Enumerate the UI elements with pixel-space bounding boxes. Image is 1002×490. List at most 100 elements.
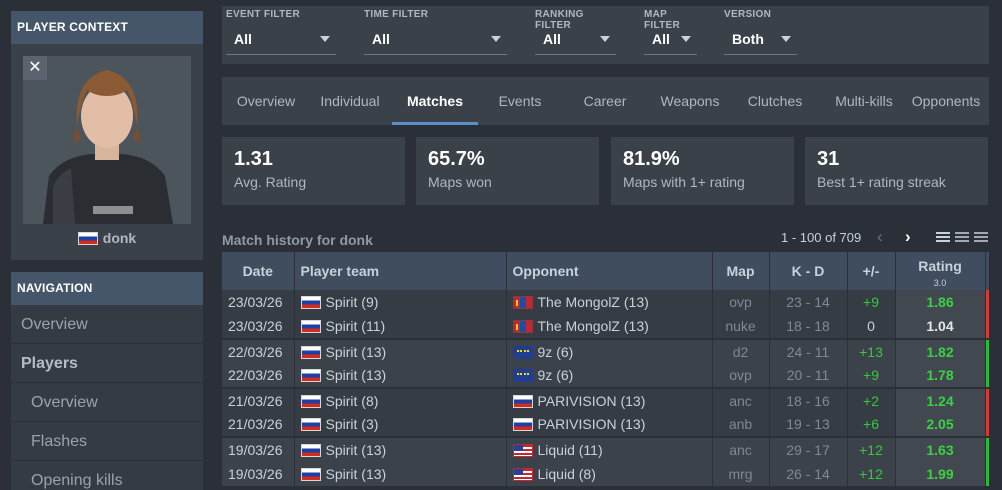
chevron-left-icon[interactable]: ‹ xyxy=(877,227,883,246)
navigation-panel: NAVIGATION Overview Players Overview Fla… xyxy=(11,272,203,490)
opponent-name[interactable]: Liquid xyxy=(537,441,575,458)
match-date[interactable]: 23/03/26 xyxy=(222,290,295,315)
match-date[interactable]: 19/03/26 xyxy=(222,436,295,462)
table-row[interactable]: 23/03/26 Spirit (11) The MongolZ (13) nuke 1… xyxy=(222,314,989,339)
column-header-plus-minus[interactable]: +/- xyxy=(847,252,896,290)
team-name[interactable]: Spirit xyxy=(325,367,358,384)
time-filter-select[interactable]: All xyxy=(364,27,507,55)
opponent-cell[interactable]: 9z (6) xyxy=(506,363,713,388)
tab-clutches[interactable]: Clutches xyxy=(747,93,803,109)
opponent-cell[interactable]: PARIVISION (13) xyxy=(506,387,713,413)
plus-minus: +12 xyxy=(847,436,896,462)
close-icon[interactable]: ✕ xyxy=(23,56,47,80)
team-name[interactable]: Spirit xyxy=(325,441,358,458)
opponent-name[interactable]: PARIVISION xyxy=(537,416,617,433)
match-date[interactable]: 19/03/26 xyxy=(222,461,295,486)
chevron-right-icon[interactable]: › xyxy=(905,227,911,246)
opponent-cell[interactable]: Liquid (11) xyxy=(506,436,713,462)
player-team-cell[interactable]: Spirit (13) xyxy=(294,436,507,462)
version-filter-value: Both xyxy=(732,31,764,47)
team-name[interactable]: Spirit xyxy=(325,416,358,433)
tab-career[interactable]: Career xyxy=(583,93,627,109)
player-team-cell[interactable]: Spirit (3) xyxy=(294,412,507,437)
version-filter-select[interactable]: Both xyxy=(724,27,797,55)
map-filter-select[interactable]: All xyxy=(644,27,697,55)
match-date[interactable]: 23/03/26 xyxy=(222,314,295,339)
stat-label: Maps with 1+ rating xyxy=(623,174,745,190)
tab-overview[interactable]: Overview xyxy=(236,93,296,109)
team-name[interactable]: Spirit xyxy=(325,343,358,360)
tab-events[interactable]: Events xyxy=(498,93,542,109)
map-name[interactable]: anc xyxy=(712,387,770,413)
map-name[interactable]: d2 xyxy=(712,338,770,364)
kills-deaths: 29 - 17 xyxy=(769,436,848,462)
team-score: (13) xyxy=(361,367,387,384)
opponent-name[interactable]: The MongolZ xyxy=(537,294,620,311)
player-team-cell[interactable]: Spirit (13) xyxy=(294,338,507,364)
stat-value: 81.9% xyxy=(623,148,680,170)
list-view-icon[interactable] xyxy=(936,232,950,244)
table-row[interactable]: 21/03/26 Spirit (3) PARIVISION (13) anb 19 -… xyxy=(222,412,989,437)
match-date[interactable]: 22/03/26 xyxy=(222,338,295,364)
nav-item-flashes[interactable]: Flashes xyxy=(11,422,203,461)
opponent-cell[interactable]: Liquid (8) xyxy=(506,461,713,486)
team-name[interactable]: Spirit xyxy=(325,392,358,409)
team-name[interactable]: Spirit xyxy=(325,465,358,482)
map-filter-label: MAP FILTER xyxy=(644,9,681,31)
map-name[interactable]: anc xyxy=(712,436,770,462)
compact-view-icon[interactable] xyxy=(955,232,969,244)
opponent-cell[interactable]: 9z (6) xyxy=(506,338,713,364)
player-team-cell[interactable]: Spirit (11) xyxy=(294,314,507,339)
match-date[interactable]: 22/03/26 xyxy=(222,363,295,388)
tab-weapons[interactable]: Weapons xyxy=(660,93,720,109)
map-name[interactable]: ovp xyxy=(712,363,770,388)
opponent-name[interactable]: Liquid xyxy=(537,465,575,482)
opponent-cell[interactable]: The MongolZ (13) xyxy=(506,290,713,315)
tab-multi-kills[interactable]: Multi-kills xyxy=(835,93,893,109)
column-header-opponent[interactable]: Opponent xyxy=(506,252,713,290)
opponent-name[interactable]: 9z xyxy=(537,367,553,384)
map-name[interactable]: anb xyxy=(712,412,770,437)
nav-item-players[interactable]: Players xyxy=(11,344,203,383)
table-row[interactable]: 22/03/26 Spirit (13) 9z (6) ovp 20 - 11 +9 1.7… xyxy=(222,363,989,388)
column-header-player-team[interactable]: Player team xyxy=(294,252,507,290)
team-name[interactable]: Spirit xyxy=(325,294,358,311)
tab-matches[interactable]: Matches xyxy=(392,77,478,125)
player-team-cell[interactable]: Spirit (9) xyxy=(294,290,507,315)
grid-view-icon[interactable] xyxy=(974,232,988,244)
tab-opponents[interactable]: Opponents xyxy=(911,93,981,109)
match-date[interactable]: 21/03/26 xyxy=(222,387,295,413)
map-name[interactable]: mrg xyxy=(712,461,770,486)
player-name[interactable]: donk xyxy=(102,230,137,246)
column-header-map[interactable]: Map xyxy=(712,252,770,290)
opponent-name[interactable]: PARIVISION xyxy=(537,392,617,409)
russia-flag-icon xyxy=(300,418,321,432)
team-name[interactable]: Spirit xyxy=(325,318,358,335)
column-header-date[interactable]: Date xyxy=(222,252,295,290)
table-row[interactable]: 19/03/26 Spirit (13) Liquid (8) mrg 26 - 14 +… xyxy=(222,461,989,486)
player-name-row[interactable]: donk xyxy=(11,230,203,246)
nav-item-players-overview[interactable]: Overview xyxy=(11,383,203,422)
match-rating: 1.99 xyxy=(895,461,986,486)
nav-item-overview[interactable]: Overview xyxy=(11,305,203,344)
table-row[interactable]: 21/03/26 Spirit (8) PARIVISION (13) anc 18 -… xyxy=(222,387,989,413)
player-team-cell[interactable]: Spirit (13) xyxy=(294,461,507,486)
nav-item-opening-kills[interactable]: Opening kills xyxy=(11,461,203,490)
table-row[interactable]: 19/03/26 Spirit (13) Liquid (11) anc 29 - 17… xyxy=(222,436,989,462)
opponent-cell[interactable]: PARIVISION (13) xyxy=(506,412,713,437)
column-header-kd[interactable]: K - D xyxy=(769,252,848,290)
map-name[interactable]: ovp xyxy=(712,290,770,315)
opponent-cell[interactable]: The MongolZ (13) xyxy=(506,314,713,339)
match-date[interactable]: 21/03/26 xyxy=(222,412,295,437)
opponent-name[interactable]: The MongolZ xyxy=(537,318,620,335)
tab-individual[interactable]: Individual xyxy=(320,93,380,109)
table-row[interactable]: 22/03/26 Spirit (13) 9z (6) d2 24 - 11 +13 1.8… xyxy=(222,338,989,364)
player-team-cell[interactable]: Spirit (8) xyxy=(294,387,507,413)
column-header-rating[interactable]: Rating 3.0 xyxy=(895,252,986,290)
map-name[interactable]: nuke xyxy=(712,314,770,339)
event-filter-select[interactable]: All xyxy=(226,27,336,55)
opponent-name[interactable]: 9z xyxy=(537,343,553,360)
table-row[interactable]: 23/03/26 Spirit (9) The MongolZ (13) ovp 23 … xyxy=(222,290,989,315)
player-team-cell[interactable]: Spirit (13) xyxy=(294,363,507,388)
ranking-filter-select[interactable]: All xyxy=(535,27,616,55)
